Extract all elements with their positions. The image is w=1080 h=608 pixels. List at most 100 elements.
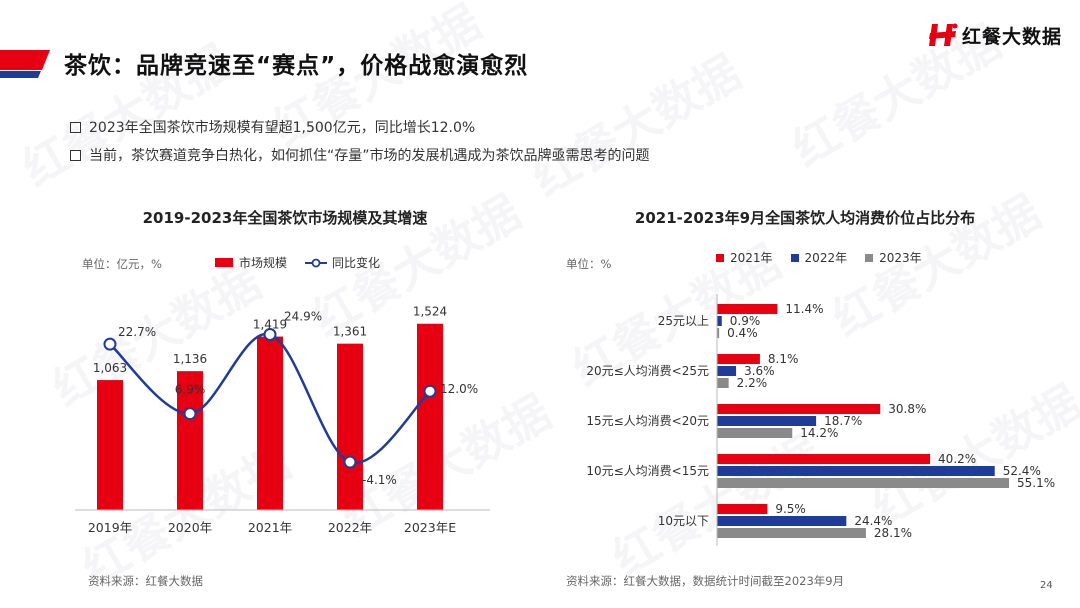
bar-value-label: 0.9% — [730, 314, 761, 328]
bar-value-label: 1,419 — [253, 318, 287, 332]
bar-2021年 — [717, 404, 881, 414]
bar-value-label: 55.1% — [1017, 476, 1055, 490]
x-tick-label: 2023年E — [404, 520, 456, 535]
line-point-yoy — [423, 384, 437, 398]
x-tick-label: 2019年 — [88, 520, 132, 535]
legend-label-market-size: 市场规模 — [239, 256, 288, 270]
bar-value-label: 9.5% — [775, 502, 806, 516]
bar-value-label: 24.4% — [854, 514, 892, 528]
bar-value-label: 11.4% — [785, 302, 823, 316]
bar-value-label: 1,361 — [333, 325, 367, 339]
bar-value-label: 40.2% — [938, 452, 976, 466]
x-tick-label: 2022年 — [328, 520, 372, 535]
bar-2023年 — [717, 328, 720, 338]
bullet-box-icon — [70, 121, 81, 133]
line-point-yoy — [103, 337, 117, 351]
right-chart-legend: 2021年 2022年 2023年 — [716, 249, 940, 266]
right-chart: 11.4% 0.9%0.4% 25元以上 8.1%3.6%2.2% 20元≤人均消费<2… — [586, 294, 1055, 546]
left-chart-legend: 市场规模 同比变化 — [215, 254, 398, 271]
legend-item-market-size: 市场规模 — [215, 254, 287, 271]
bar-2023年 — [717, 478, 1010, 488]
line-value-label: 22.7% — [118, 325, 156, 339]
accent-blue — [0, 71, 41, 78]
legend-item-2022: 2022年 — [790, 249, 848, 266]
page-number: 24 — [1040, 580, 1053, 591]
bullet-box-icon — [70, 149, 81, 161]
bar-value-label: 1,524 — [413, 305, 447, 319]
y-tick-label: 20元≤人均消费<25元 — [586, 364, 709, 378]
bar-market-size — [257, 336, 283, 510]
legend-item-yoy: 同比变化 — [305, 254, 380, 271]
legend-swatch-2023 — [865, 253, 874, 262]
right-chart-unit: 单位：% — [566, 257, 612, 271]
legend-label-2023: 2023年 — [879, 251, 922, 265]
bar-value-label: 1,063 — [93, 361, 127, 375]
accent-bar — [0, 50, 50, 78]
bullet-1-text: 2023年全国茶饮市场规模有望超1,500亿元，同比增长12.0% — [89, 120, 476, 136]
bar-value-label: 28.1% — [874, 526, 912, 540]
bar-market-size — [97, 380, 123, 510]
bar-2022年 — [717, 316, 722, 326]
bar-2023年 — [717, 528, 866, 538]
bar-value-label: 2.2% — [737, 376, 768, 390]
bar-2022年 — [717, 466, 995, 476]
legend-bar-swatch — [215, 258, 233, 267]
line-value-label: 12.0% — [440, 382, 478, 396]
bar-2021年 — [717, 454, 931, 464]
bar-2022年 — [717, 416, 817, 426]
bar-value-label: 3.6% — [744, 364, 775, 378]
y-tick-label: 15元≤人均消费<20元 — [586, 414, 709, 428]
bar-2023年 — [717, 378, 729, 388]
bar-value-label: 8.1% — [768, 352, 799, 366]
legend-item-2021: 2021年 — [716, 249, 773, 266]
legend-label-2022: 2022年 — [804, 251, 848, 265]
x-tick-label: 2021年 — [248, 520, 292, 535]
accent-red — [0, 50, 50, 70]
legend-label-2021: 2021年 — [730, 251, 773, 265]
bullet-1: 2023年全国茶饮市场规模有望超1,500亿元，同比增长12.0% — [70, 117, 475, 137]
left-chart-source: 资料来源：红餐大数据 — [88, 574, 203, 588]
bar-2022年 — [717, 366, 737, 376]
right-chart-source: 资料来源：红餐大数据，数据统计时间截至2023年9月 — [566, 574, 845, 588]
y-tick-label: 10元≤人均消费<15元 — [586, 464, 709, 478]
legend-swatch-2021 — [716, 253, 724, 262]
line-value-label: -4.1% — [362, 473, 397, 487]
bar-2023年 — [717, 428, 793, 438]
line-point-yoy — [343, 455, 357, 469]
bullet-2: 当前，茶饮赛道竞争白热化，如何抓住“存量”市场的发展机遇成为茶饮品牌亟需思考的问… — [70, 145, 650, 165]
line-point-yoy — [263, 327, 277, 341]
bar-2021年 — [717, 504, 768, 514]
bar-value-label: 18.7% — [824, 414, 862, 428]
bar-market-size — [417, 323, 443, 510]
line-value-label: 24.9% — [284, 309, 322, 323]
logo-text: 红餐大数据 — [962, 25, 1063, 48]
left-chart: 1,063 2019年 1,136 2020年 1,419 2021年 1,361 2022年… — [75, 305, 490, 535]
y-tick-label: 25元以上 — [658, 314, 709, 328]
bar-value-label: 1,136 — [173, 352, 207, 366]
right-chart-title: 2021-2023年9月全国茶饮人均消费价位占比分布 — [634, 209, 976, 227]
bullet-2-text: 当前，茶饮赛道竞争白热化，如何抓住“存量”市场的发展机遇成为茶饮品牌亟需思考的问… — [89, 148, 650, 164]
legend-item-2023: 2023年 — [865, 249, 922, 266]
bar-2022年 — [717, 516, 847, 526]
bar-2021年 — [717, 354, 760, 364]
legend-line-swatch — [305, 258, 328, 267]
bar-value-label: 14.2% — [800, 426, 838, 440]
bar-market-size — [337, 343, 363, 510]
left-chart-unit: 单位：亿元，% — [82, 257, 162, 271]
bar-value-label: 52.4% — [1003, 464, 1041, 478]
bar-value-label: 30.8% — [888, 402, 926, 416]
bar-value-label: 0.4% — [727, 326, 758, 340]
bar-2021年 — [717, 304, 778, 314]
page-title: 茶饮：品牌竞速至“赛点”，价格战愈演愈烈 — [64, 53, 529, 79]
brand-logo: 红餐大数据 — [928, 20, 1062, 50]
logo-mark-icon — [929, 23, 958, 46]
watermark-text: 红餐大数据 — [523, 44, 750, 207]
y-tick-label: 10元以下 — [658, 514, 709, 528]
x-tick-label: 2020年 — [168, 520, 212, 535]
left-chart-title: 2019-2023年全国茶饮市场规模及其增速 — [142, 209, 428, 227]
legend-label-yoy: 同比变化 — [332, 256, 381, 270]
line-point-yoy — [183, 407, 197, 421]
line-value-label: 6.9% — [175, 383, 206, 397]
legend-swatch-2022 — [790, 253, 799, 262]
bar-market-size — [177, 371, 203, 510]
